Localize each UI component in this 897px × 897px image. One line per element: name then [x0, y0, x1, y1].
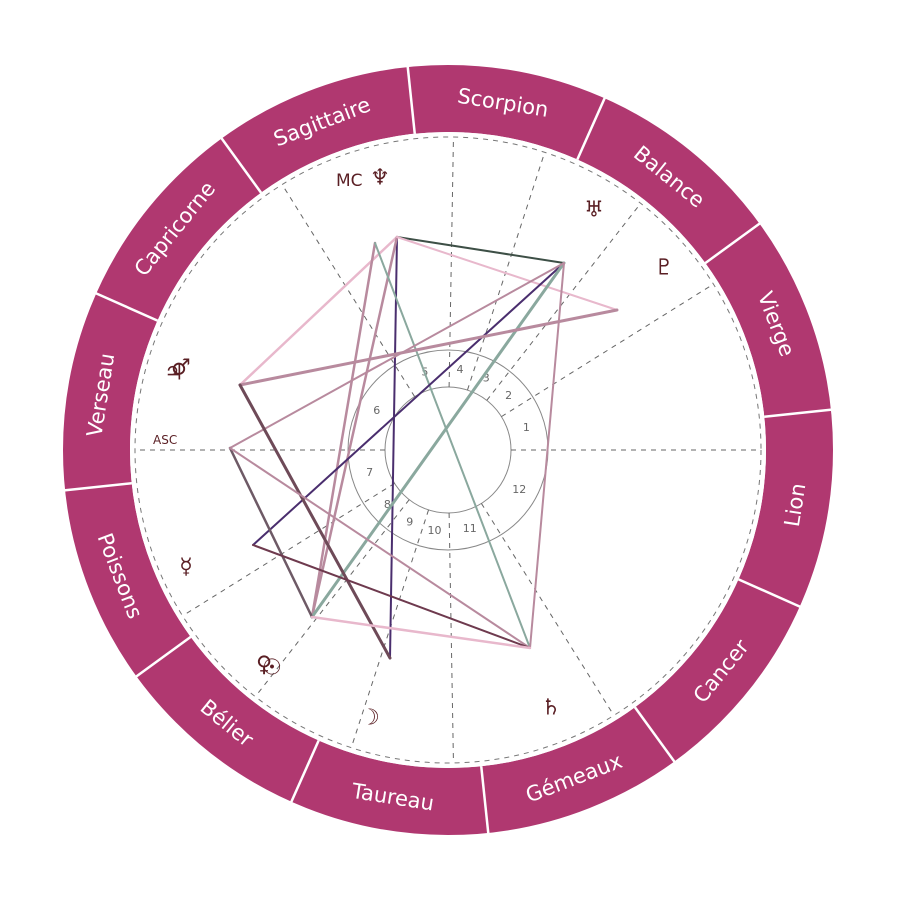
house-number: 10 — [428, 524, 442, 537]
house-cusp-9 — [486, 203, 642, 401]
aspect-line — [396, 236, 565, 264]
house-cusps: 123456789101112ASCMC — [134, 136, 762, 764]
sign-divider — [134, 635, 192, 679]
mc-label: MC — [336, 171, 363, 191]
sign-divider — [737, 578, 803, 609]
aspect-line — [374, 242, 531, 649]
aspect-lines — [228, 235, 619, 660]
sign-divider — [93, 291, 159, 322]
aspect-line — [252, 544, 531, 649]
venus-icon: ♀ — [256, 653, 272, 678]
house-number: 3 — [483, 372, 490, 385]
aspect-line — [389, 236, 398, 659]
house-cusp-3 — [254, 499, 410, 697]
house-number: 8 — [384, 498, 391, 511]
house-number: 6 — [373, 404, 380, 417]
pluto-icon: ♇ — [654, 256, 674, 281]
aspect-line — [229, 262, 565, 449]
house-cusp-12 — [281, 184, 416, 397]
ring-inner-edge — [130, 132, 766, 768]
house-number: 7 — [366, 466, 373, 479]
mercury-icon: ☿ — [179, 555, 193, 580]
asc-label: ASC — [153, 433, 177, 447]
sign-divider — [219, 136, 263, 194]
aspect-line — [238, 308, 619, 387]
aspect-line — [529, 262, 565, 649]
aspect-line — [310, 615, 532, 650]
aspect-line — [310, 261, 566, 619]
sign-divider — [764, 408, 834, 419]
aspect-line — [252, 262, 565, 546]
house-number: 2 — [505, 389, 512, 402]
house-inner-circle — [384, 386, 512, 514]
sun-icon: ☉ — [262, 656, 282, 681]
sign-divider — [62, 481, 132, 492]
aspect-line — [238, 383, 392, 660]
house-cusp-2 — [182, 482, 395, 617]
sign-divider — [289, 739, 320, 805]
aspect-line — [229, 447, 531, 649]
zodiac-ring: LionCancerGémeauxTaureauBélierPoissonsVe… — [62, 64, 834, 836]
aspect-line — [310, 241, 377, 619]
uranus-icon: ♅ — [584, 198, 604, 223]
aspect-line — [228, 446, 314, 619]
zodiac-band — [63, 65, 833, 835]
house-cusp-11 — [448, 137, 454, 388]
saturn-icon: ♄ — [541, 696, 561, 721]
house-cusp-10 — [466, 152, 546, 391]
sign-divider — [479, 766, 490, 836]
jupiter-icon: ♃ — [164, 361, 184, 386]
house-number: 4 — [457, 363, 464, 376]
sign-divider — [633, 706, 677, 764]
house-number: 12 — [512, 483, 526, 496]
house-number: 9 — [406, 515, 413, 528]
mars-icon: ♂ — [171, 356, 191, 381]
aspect-line — [396, 236, 618, 311]
aspect-line — [310, 235, 399, 619]
house-outer-circle — [347, 349, 549, 551]
house-cusp-8 — [501, 283, 714, 418]
house-number: 1 — [523, 421, 530, 434]
dashed-circle — [134, 136, 762, 764]
neptune-icon: ♆ — [370, 166, 390, 191]
house-number: 11 — [463, 522, 477, 535]
house-cusp-6 — [480, 503, 615, 716]
sign-divider — [704, 221, 762, 265]
sign-divider — [406, 64, 417, 134]
planet-glyphs: ♆ ♅ ♇ ♂♃ ☿ ♀☉ ☽ ♄ — [164, 166, 674, 731]
sign-divider — [576, 95, 607, 161]
moon-icon: ☽ — [360, 706, 380, 731]
